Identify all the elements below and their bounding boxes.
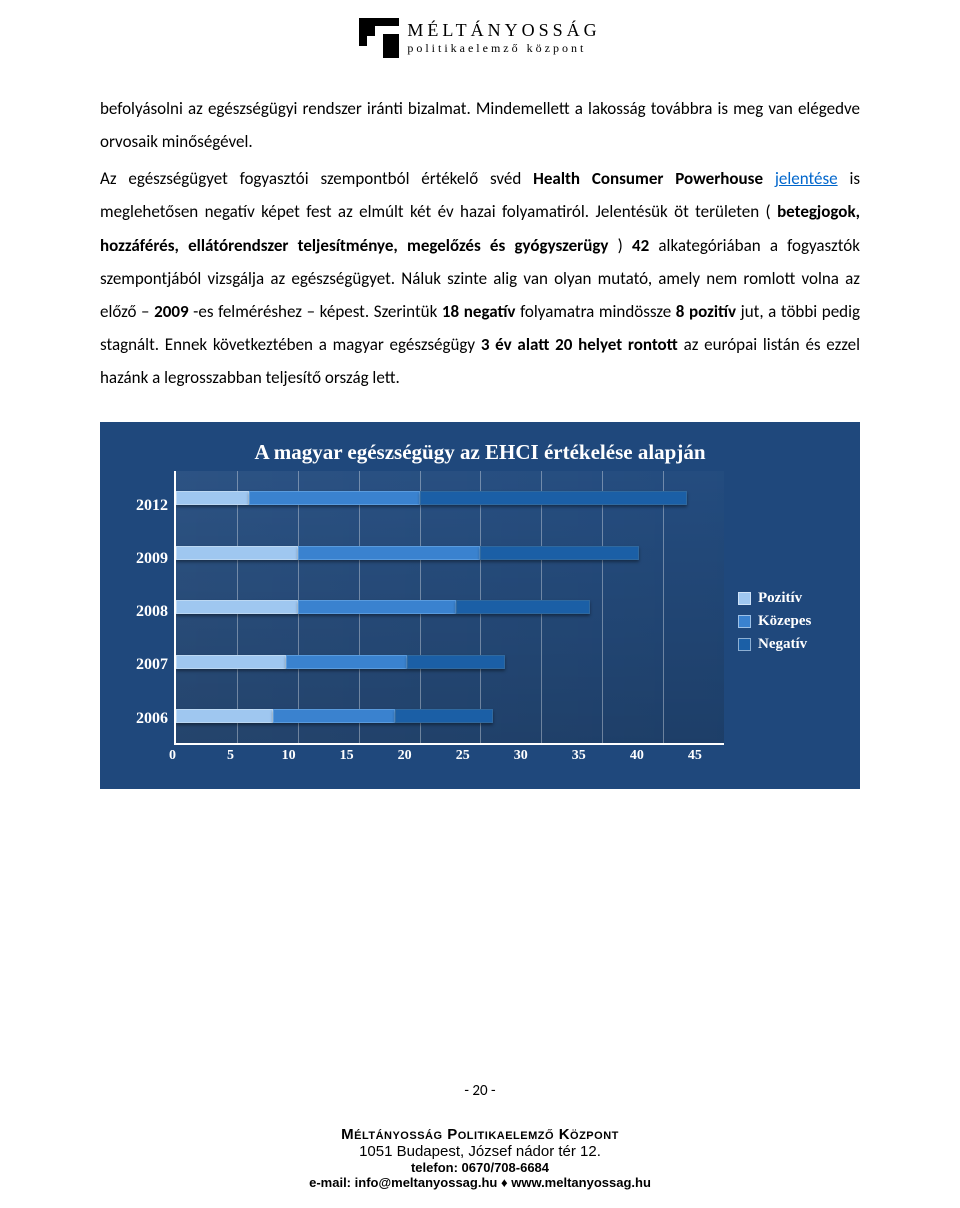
text-bold: 8 pozitív: [676, 301, 736, 322]
paragraph-1: befolyásolni az egészségügyi rendszer ir…: [100, 92, 860, 158]
legend-swatch: [738, 592, 751, 605]
text-bold: Health Consumer Powerhouse: [533, 168, 763, 189]
footer-org-name: Méltányosság Politikaelemző Központ: [341, 1126, 619, 1143]
text-run: Az egészségügyet fogyasztói szempontból …: [100, 168, 533, 189]
text-bold: 2009: [154, 301, 188, 322]
x-tick-label: 45: [666, 748, 724, 764]
legend-item: Közepes: [738, 613, 842, 630]
bar-2007: [176, 655, 724, 669]
text-bold: 18 negatív: [442, 301, 516, 322]
x-tick-label: 30: [492, 748, 550, 764]
footer-contact: e-mail: info@meltanyossag.hu ♦ www.melta…: [0, 1175, 960, 1190]
footer-phone-value: 0670/708-6684: [462, 1160, 549, 1175]
y-axis-labels: 2012 2009 2008 2007 2006: [118, 471, 174, 771]
y-tick-label: 2012: [118, 497, 168, 515]
x-tick-label: 0: [143, 748, 201, 764]
y-tick-label: 2009: [118, 550, 168, 568]
x-tick-label: 20: [376, 748, 434, 764]
x-axis-labels: 051015202530354045: [174, 745, 724, 771]
legend-item: Negatív: [738, 636, 842, 653]
logo-mark: [359, 18, 399, 58]
bar-2009: [176, 546, 724, 560]
legend-swatch: [738, 638, 751, 651]
legend-swatch: [738, 615, 751, 628]
legend-label: Közepes: [758, 613, 811, 630]
footer-phone: telefon: 0670/708-6684: [0, 1160, 960, 1175]
page-footer: Méltányosság Politikaelemző Központ 1051…: [0, 1126, 960, 1190]
text-run: -es felméréshez – képest. Szerintük: [193, 301, 442, 322]
y-tick-label: 2006: [118, 710, 168, 728]
text-bold: 3 év alatt 20 helyet rontott: [481, 334, 678, 355]
footer-address: 1051 Budapest, József nádor tér 12.: [0, 1143, 960, 1160]
footer-sep: ♦: [501, 1175, 511, 1190]
bar-2012: [176, 491, 724, 505]
legend-label: Pozitív: [758, 590, 802, 607]
footer-org: Méltányosság Politikaelemző Központ: [0, 1126, 960, 1143]
report-link[interactable]: jelentése: [775, 168, 838, 189]
chart-legend: Pozitív Közepes Negatív: [724, 471, 842, 771]
paragraph-2: Az egészségügyet fogyasztói szempontból …: [100, 162, 860, 394]
body-text: befolyásolni az egészségügyi rendszer ir…: [100, 92, 860, 394]
x-tick-label: 5: [202, 748, 260, 764]
y-tick-label: 2008: [118, 603, 168, 621]
footer-phone-label: telefon:: [411, 1160, 458, 1175]
footer-email-label: e-mail:: [309, 1175, 351, 1190]
footer-url: www.meltanyossag.hu: [511, 1175, 651, 1190]
x-tick-label: 35: [550, 748, 608, 764]
header-logo: MÉLTÁNYOSSÁG politikaelemző központ: [100, 18, 860, 58]
text-run: folyamatra mindössze: [520, 301, 676, 322]
legend-label: Negatív: [758, 636, 807, 653]
x-tick-label: 15: [318, 748, 376, 764]
page-number: - 20 -: [0, 1082, 960, 1100]
bar-2008: [176, 600, 724, 614]
chart-plot-area: [174, 471, 724, 745]
y-tick-label: 2007: [118, 656, 168, 674]
ehci-chart: A magyar egészségügy az EHCI értékelése …: [100, 422, 860, 789]
chart-title: A magyar egészségügy az EHCI értékelése …: [118, 440, 842, 465]
x-tick-label: 25: [434, 748, 492, 764]
logo-text: MÉLTÁNYOSSÁG politikaelemző központ: [407, 20, 600, 56]
brand-subtitle: politikaelemző központ: [407, 41, 600, 56]
x-tick-label: 10: [260, 748, 318, 764]
text-bold: 42: [632, 235, 649, 256]
x-tick-label: 40: [608, 748, 666, 764]
bar-2006: [176, 709, 724, 723]
brand-name: MÉLTÁNYOSSÁG: [407, 20, 600, 41]
text-run: ): [618, 235, 632, 256]
legend-item: Pozitív: [738, 590, 842, 607]
footer-email-value: info@meltanyossag.hu: [355, 1175, 498, 1190]
